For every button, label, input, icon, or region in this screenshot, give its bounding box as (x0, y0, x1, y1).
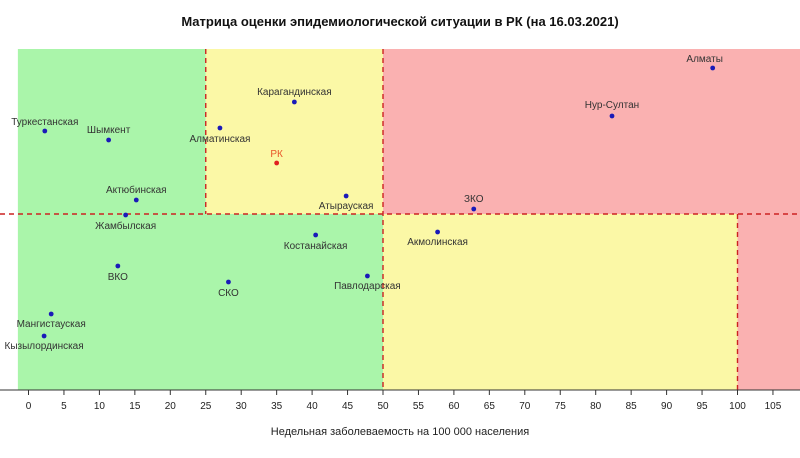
data-point (218, 126, 223, 131)
data-point-label: Акмолинская (407, 237, 468, 248)
data-point-label: Кызылординская (5, 341, 84, 352)
data-point-label: СКО (218, 288, 239, 299)
x-tick-label: 90 (661, 401, 673, 412)
x-tick-label: 50 (377, 401, 389, 412)
data-point (435, 230, 440, 235)
x-tick-label: 40 (307, 401, 319, 412)
data-point-label: Алматинская (189, 134, 250, 145)
data-point (49, 312, 54, 317)
data-point-label: РК (270, 149, 283, 160)
x-tick-label: 70 (519, 401, 531, 412)
x-tick-label: 100 (729, 401, 746, 412)
data-point (610, 114, 615, 119)
x-tick-label: 0 (26, 401, 32, 412)
chart-title: Матрица оценки эпидемиологической ситуац… (0, 14, 800, 29)
data-point-label: ВКО (108, 272, 128, 283)
data-point-label: Нур-Султан (585, 100, 639, 111)
data-point-label: Атырауская (319, 201, 374, 212)
data-point-label: ЗКО (464, 194, 484, 205)
x-tick-label: 75 (555, 401, 567, 412)
data-point (42, 129, 47, 134)
data-point (365, 274, 370, 279)
data-point (344, 194, 349, 199)
x-tick-label: 30 (236, 401, 248, 412)
data-point (710, 66, 715, 71)
data-point-label: Мангистауская (17, 319, 86, 330)
data-point (292, 100, 297, 105)
data-point (123, 213, 128, 218)
x-tick-label: 85 (626, 401, 638, 412)
x-tick-label: 95 (696, 401, 708, 412)
zone-yellow-top (206, 49, 383, 214)
x-tick-label: 25 (200, 401, 212, 412)
x-tick-label: 10 (94, 401, 106, 412)
data-point (106, 138, 111, 143)
data-point-label: Актюбинская (106, 184, 167, 196)
x-tick-label: 45 (342, 401, 354, 412)
x-tick-label: 5 (61, 401, 67, 412)
data-point-label: Шымкент (87, 125, 131, 136)
data-point (115, 264, 120, 269)
data-point-label: Жамбылская (95, 220, 156, 232)
data-point-label: Туркестанская (11, 117, 78, 128)
data-point (42, 334, 47, 339)
x-tick-label: 65 (484, 401, 496, 412)
data-point (226, 280, 231, 285)
x-axis-label: Недельная заболеваемость на 100 000 насе… (0, 426, 800, 438)
x-tick-label: 105 (765, 401, 782, 412)
zone-red-bottom (738, 214, 800, 390)
x-tick-label: 55 (413, 401, 425, 412)
data-point-label: Алматы (686, 54, 723, 65)
data-point (134, 198, 139, 203)
data-point-label: Павлодарская (334, 281, 401, 292)
x-tick-label: 35 (271, 401, 283, 412)
x-tick-label: 80 (590, 401, 602, 412)
zone-red-top (383, 49, 800, 214)
x-tick-label: 20 (165, 401, 177, 412)
data-point (313, 233, 318, 238)
x-tick-label: 15 (129, 401, 141, 412)
data-point (274, 161, 279, 166)
data-point-label: Костанайская (284, 241, 348, 252)
data-point-label: Карагандинская (257, 87, 332, 98)
data-point (471, 207, 476, 212)
x-tick-label: 60 (448, 401, 460, 412)
